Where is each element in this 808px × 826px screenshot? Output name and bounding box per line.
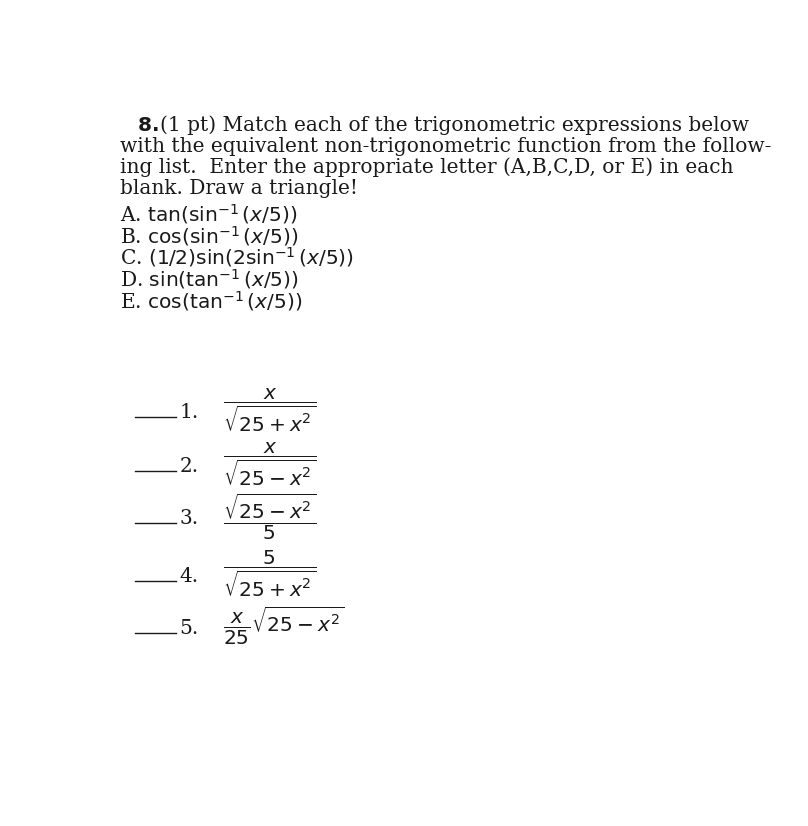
Text: D. $\sin(\tan^{-1}(x/5))$: D. $\sin(\tan^{-1}(x/5))$ (120, 267, 298, 291)
Text: with the equivalent non-trigonometric function from the follow-: with the equivalent non-trigonometric fu… (120, 136, 771, 155)
Text: $\dfrac{x}{\sqrt{25-x^2}}$: $\dfrac{x}{\sqrt{25-x^2}}$ (223, 441, 316, 488)
Text: (1 pt) Match each of the trigonometric expressions below: (1 pt) Match each of the trigonometric e… (161, 116, 750, 135)
Text: $\dfrac{x}{25}\sqrt{25-x^2}$: $\dfrac{x}{25}\sqrt{25-x^2}$ (223, 605, 344, 648)
Text: blank. Draw a triangle!: blank. Draw a triangle! (120, 178, 358, 197)
Text: 1.: 1. (179, 403, 199, 422)
Text: ing list.  Enter the appropriate letter (A,B,C,D, or E) in each: ing list. Enter the appropriate letter (… (120, 158, 734, 178)
Text: A. $\tan(\sin^{-1}(x/5))$: A. $\tan(\sin^{-1}(x/5))$ (120, 202, 297, 226)
Text: 4.: 4. (179, 567, 199, 586)
Text: C. $(1/2)\sin(2\sin^{-1}(x/5))$: C. $(1/2)\sin(2\sin^{-1}(x/5))$ (120, 245, 354, 269)
Text: $\dfrac{\sqrt{25-x^2}}{5}$: $\dfrac{\sqrt{25-x^2}}{5}$ (223, 491, 316, 542)
Text: 3.: 3. (179, 510, 199, 529)
Text: $\mathbf{8.}$: $\mathbf{8.}$ (137, 116, 158, 135)
Text: E. $\cos(\tan^{-1}(x/5))$: E. $\cos(\tan^{-1}(x/5))$ (120, 288, 302, 312)
Text: 5.: 5. (179, 619, 199, 638)
Text: $\dfrac{x}{\sqrt{25+x^2}}$: $\dfrac{x}{\sqrt{25+x^2}}$ (223, 387, 316, 434)
Text: B. $\cos(\sin^{-1}(x/5))$: B. $\cos(\sin^{-1}(x/5))$ (120, 224, 298, 248)
Text: 2.: 2. (179, 458, 199, 477)
Text: $\dfrac{5}{\sqrt{25+x^2}}$: $\dfrac{5}{\sqrt{25+x^2}}$ (223, 549, 316, 600)
